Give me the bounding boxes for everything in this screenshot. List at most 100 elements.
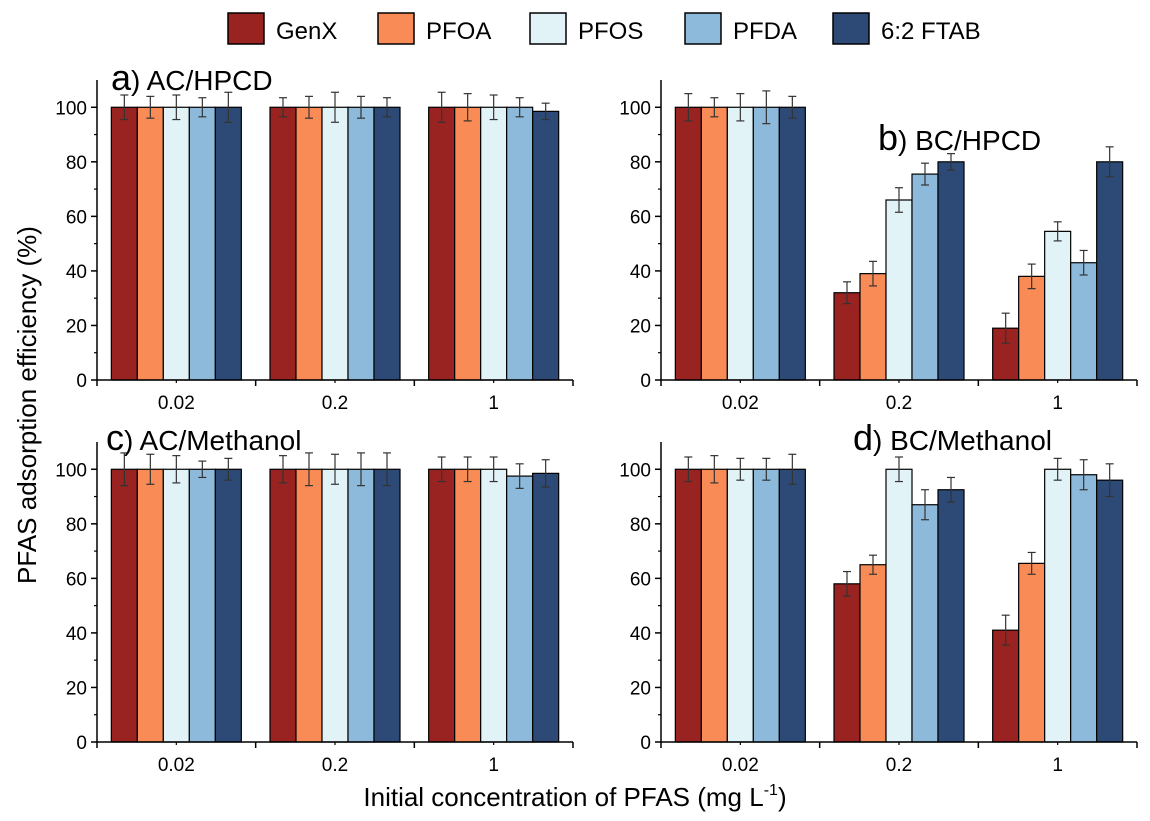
- panel-c-bar-genx-0_2: [269, 468, 297, 743]
- panel-c-errorbar-pfos-0_02: [172, 455, 181, 484]
- panel-b-ytick-label-60: 60: [630, 207, 651, 228]
- panel-c-ytick-label-20: 20: [66, 678, 87, 699]
- panel-a-bar-pfoa-0_2: [295, 106, 323, 381]
- panel-d-title: d) BC/Methanol: [853, 417, 1052, 458]
- panel-c-xtick-label-1: 1: [488, 755, 499, 776]
- x-axis-label-main: Initial concentration of PFAS (mg L: [363, 782, 763, 812]
- panel-a-errorbar-pfoa-0_02: [146, 95, 155, 119]
- panel-b-errorbar-genx-0_2: [843, 281, 851, 305]
- panel-a-bar-genx-0_02: [110, 106, 138, 381]
- panel-d-xtick-label-1: 1: [1052, 755, 1063, 776]
- panel-c-errorbar-pfda-0_2: [357, 452, 365, 487]
- panel-d-bar-genx-0_02: [674, 468, 702, 743]
- panel-a-bar-genx-1: [428, 106, 456, 381]
- panel-c-ytick-label-100: 100: [55, 460, 87, 481]
- panel-a-ytick-label-20: 20: [66, 316, 87, 337]
- panel-b-bar-genx-0_02: [674, 106, 702, 381]
- panel-a-ytick-label-40: 40: [66, 262, 87, 283]
- panel-d-bar-pfda-0_2: [911, 504, 939, 743]
- panel-a-errorbar-pfos-1: [489, 94, 498, 121]
- panel-d-bar-pfos-0_02: [726, 468, 754, 743]
- panel-b-bar-genx-0_2: [833, 292, 861, 381]
- panel-a-bar-6-2-ftab-1: [532, 110, 560, 381]
- panel-b-bar-pfoa-0_02: [700, 106, 728, 381]
- panel-b-errorbar-6-2-ftab-0_02: [788, 95, 797, 119]
- legend-label-6-2-ftab: 6:2 FTAB: [881, 18, 981, 45]
- panel-d-bar-pfos-0_2: [885, 468, 913, 743]
- panel-c-errorbar-pfoa-1: [463, 456, 472, 483]
- panel-d-errorbar-pfoa-0_2: [869, 554, 877, 575]
- panel-a-errorbar-genx-0_02: [120, 94, 129, 121]
- panel-b-errorbar-pfoa-1: [1027, 263, 1036, 290]
- panel-d-bar-pfda-0_02: [752, 468, 780, 743]
- panel-c-bar-6-2-ftab-1: [532, 472, 560, 743]
- panel-c-bar-pfos-0_02: [162, 468, 190, 743]
- panel-a-errorbar-pfda-0_2: [357, 95, 365, 119]
- panel-a-errorbar-genx-1: [437, 91, 446, 123]
- panel-a: 0 20 40 60 80 100 0.02 0.2 1 a) AC/HPCD: [55, 57, 574, 414]
- panel-c-bar-pfda-1: [506, 475, 534, 743]
- panel-b-errorbar-genx-0_02: [684, 93, 693, 122]
- panel-a-bar-pfda-0_02: [188, 106, 216, 381]
- panel-d-errorbar-pfos-0_2: [895, 456, 903, 483]
- panel-c-ytick-label-0: 0: [76, 733, 87, 754]
- panel-a-errorbar-pfoa-1: [463, 93, 472, 122]
- panel-a-title-letter: a: [111, 57, 132, 98]
- panel-d-ytick-label-60: 60: [630, 569, 651, 590]
- panel-c-title-letter: c: [106, 417, 124, 458]
- panel-c-errorbar-genx-1: [437, 456, 446, 483]
- panel-b-errorbar-pfda-1: [1079, 249, 1088, 276]
- legend: GenX PFOA PFOS PFDA 6:2 FTAB: [227, 12, 981, 45]
- panel-b-errorbar-pfos-1: [1053, 221, 1062, 242]
- panel-b-errorbar-pfda-0_02: [762, 90, 771, 125]
- panel-c-errorbar-6-2-ftab-1: [541, 459, 550, 488]
- panel-b-bar-pfda-0_02: [752, 106, 780, 381]
- panel-c-bar-genx-0_02: [110, 468, 138, 743]
- y-axis-label: PFAS adsorption efficiency (%): [12, 226, 42, 584]
- panel-d-errorbar-pfos-0_02: [736, 457, 745, 481]
- legend-item-pfda: PFDA: [684, 12, 797, 45]
- panel-d-errorbar-genx-1: [1001, 614, 1010, 646]
- panel-b-bar-6-2-ftab-1: [1096, 161, 1124, 381]
- panel-d-bar-genx-0_2: [833, 583, 861, 743]
- panel-c-title: c) AC/Methanol: [106, 417, 301, 458]
- panel-d-ytick-label-20: 20: [630, 678, 651, 699]
- panel-b-errorbar-pfoa-0_2: [869, 260, 877, 287]
- panel-d-bar-pfoa-0_2: [859, 564, 887, 743]
- panel-d-errorbar-genx-0_2: [843, 570, 851, 597]
- panel-b-ytick-label-40: 40: [630, 262, 651, 283]
- panel-b-bar-pfda-0_2: [911, 173, 939, 381]
- panel-c-bar-pfoa-0_02: [136, 468, 164, 743]
- legend-swatch-pfos: [529, 12, 567, 45]
- panel-d-errorbar-pfoa-1: [1027, 551, 1036, 575]
- panel-b: 0 20 40 60 80 100 0.02 0.2 1 b) BC/HPCD: [619, 80, 1138, 414]
- legend-swatch-genx: [227, 12, 265, 45]
- panel-d-bar-pfoa-1: [1018, 562, 1046, 743]
- panel-a-bar-genx-0_2: [269, 106, 297, 381]
- panel-b-bar-pfda-1: [1070, 262, 1098, 381]
- panel-d-errorbar-6-2-ftab-0_2: [947, 476, 955, 503]
- panel-d-errorbar-pfda-1: [1079, 459, 1088, 491]
- panel-a-title: a) AC/HPCD: [111, 57, 273, 98]
- panel-c-ytick-label-80: 80: [66, 515, 87, 536]
- panel-a-errorbar-6-2-ftab-0_02: [224, 91, 233, 123]
- panel-a-bar-pfda-1: [506, 106, 534, 381]
- legend-item-6-2-ftab: 6:2 FTAB: [832, 12, 981, 45]
- panel-b-errorbar-genx-1: [1001, 312, 1010, 344]
- panel-d-bar-genx-1: [992, 629, 1020, 743]
- panel-b-bar-pfoa-0_2: [859, 273, 887, 381]
- legend-swatch-6-2-ftab: [832, 12, 870, 45]
- panel-c-bar-6-2-ftab-0_02: [214, 468, 242, 743]
- panel-b-ytick-label-20: 20: [630, 316, 651, 337]
- panel-c-bar-pfos-0_2: [321, 468, 349, 743]
- panel-b-errorbar-pfoa-0_02: [710, 97, 719, 118]
- panel-d-errorbar-pfoa-0_02: [710, 455, 719, 484]
- legend-label-pfos: PFOS: [578, 18, 643, 45]
- panel-d-errorbar-pfda-0_02: [762, 457, 771, 481]
- panel-b-xtick-label-1: 1: [1052, 393, 1063, 414]
- panel-a-ytick-label-100: 100: [55, 98, 87, 119]
- panel-c-errorbar-genx-0_02: [120, 452, 129, 487]
- panel-c-errorbar-pfos-0_2: [331, 453, 339, 485]
- panel-d-errorbar-pfda-0_2: [921, 489, 929, 521]
